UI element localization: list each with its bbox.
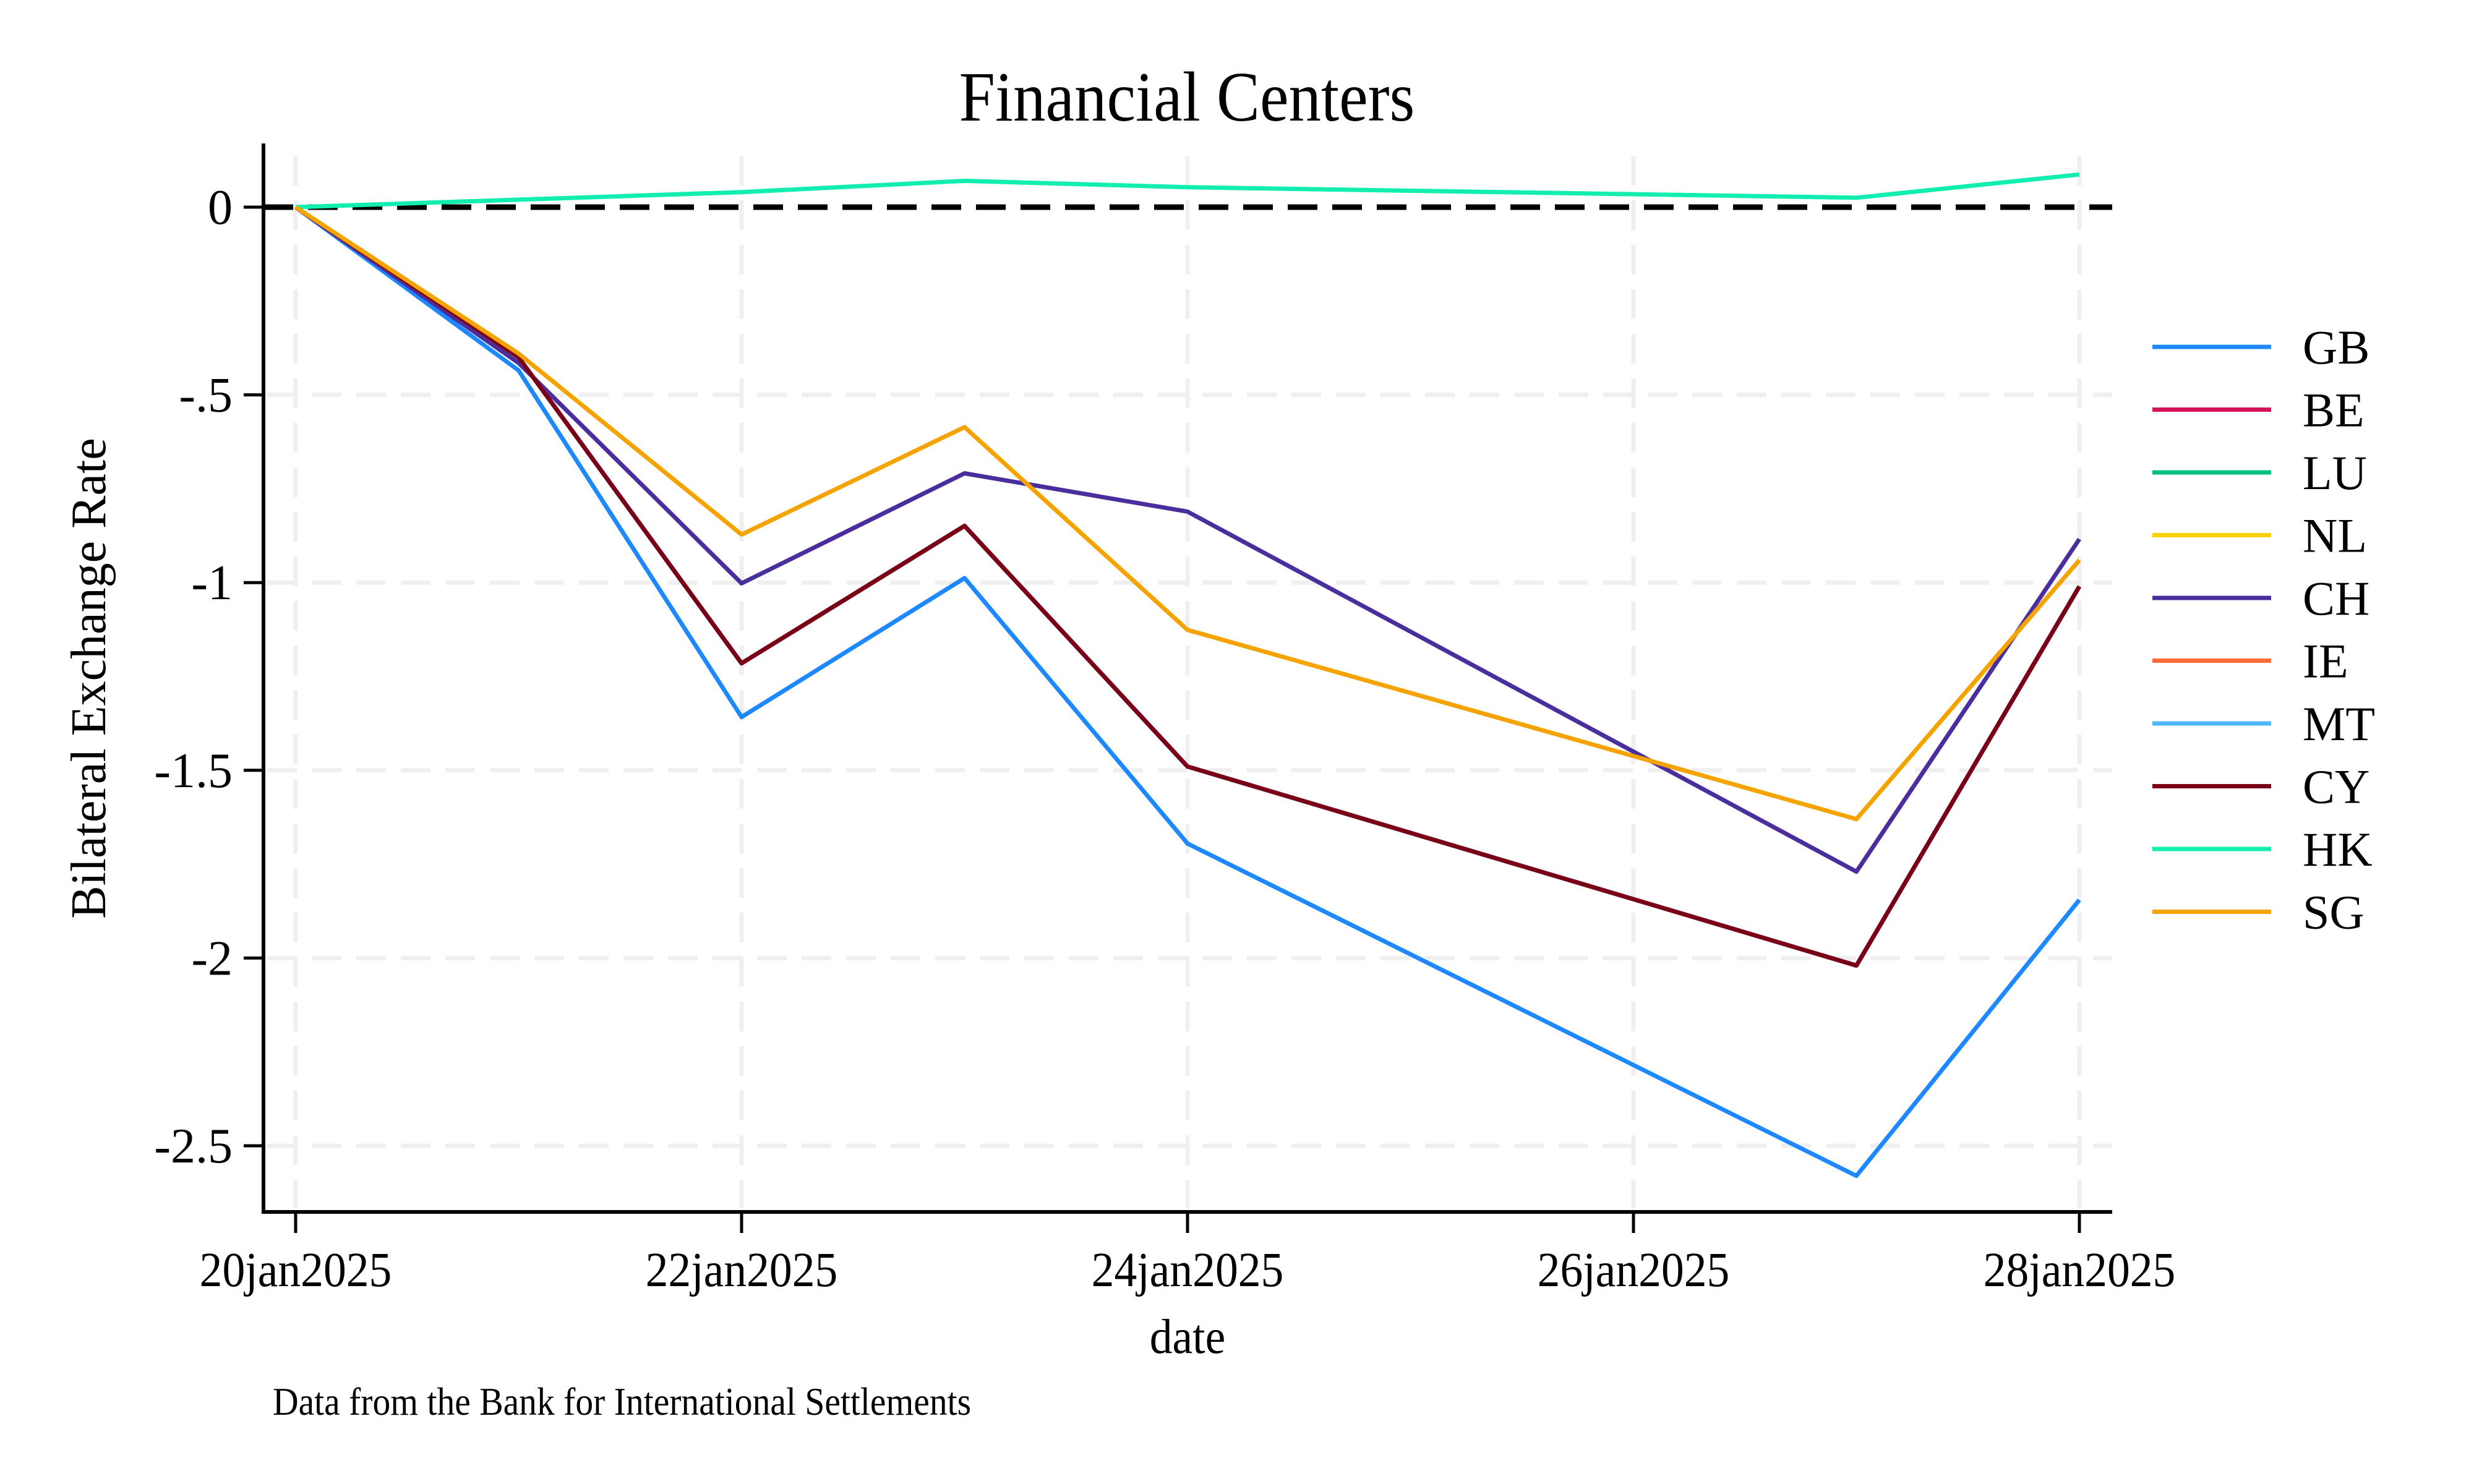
x-tick-label: 22jan2025 [646,1242,838,1297]
y-axis-label: Bilateral Exchange Rate [62,438,116,918]
legend-item-ie: IE [2152,634,2348,688]
series-line-gb [294,205,2081,1179]
legend-item-cy: CY [2152,760,2369,814]
x-tick-label: 24jan2025 [1092,1242,1284,1297]
y-tick-label: -2.5 [154,1119,233,1174]
legend-item-hk: HK [2152,822,2373,876]
legend-label: HK [2303,822,2373,876]
legend-label: CH [2303,571,2369,625]
legend-item-be: BE [2152,383,2365,437]
legend-item-nl: NL [2152,509,2367,563]
y-tick-label: -1.5 [154,744,233,798]
x-axis-label: date [1150,1309,1226,1363]
legend-label: LU [2303,446,2367,500]
x-axis-ticks: 20jan2025 22jan2025 24jan2025 26jan2025 28ja… [200,1212,2176,1297]
legend-label: NL [2303,509,2367,563]
y-axis-ticks: 0 -.5 -1 -1.5 -2 -2.5 [154,181,263,1174]
legend-label: BE [2303,383,2365,437]
legend-item-gb: GB [2152,320,2369,374]
legend-label: MT [2303,697,2375,751]
series-line-cy [294,205,2082,968]
legend-label: CY [2303,760,2369,814]
legend-label: SG [2303,885,2365,939]
source-note: Data from the Bank for International Set… [273,1380,971,1423]
series-line-hk [295,172,2080,210]
grid [267,156,2112,1208]
legend-item-mt: MT [2152,697,2375,751]
x-tick-label: 28jan2025 [1984,1242,2176,1297]
x-tick-label: 26jan2025 [1538,1242,1730,1297]
y-tick-label: -2 [191,931,233,986]
legend-item-sg: SG [2152,885,2365,939]
x-tick-label: 20jan2025 [200,1242,392,1297]
legend: GB BE LU NL CH IE MT CY HK SG [2152,320,2375,939]
chart-title: Financial Centers [959,58,1415,136]
legend-label: IE [2303,634,2348,688]
series-lines [294,172,2082,1179]
series-line-sg [294,205,2081,822]
series-line-ch [294,205,2081,874]
legend-item-ch: CH [2152,571,2369,625]
y-tick-label: 0 [208,181,233,235]
y-tick-label: -1 [191,556,233,610]
legend-label: GB [2303,320,2369,374]
legend-item-lu: LU [2152,446,2367,500]
y-tick-label: -.5 [179,369,233,423]
